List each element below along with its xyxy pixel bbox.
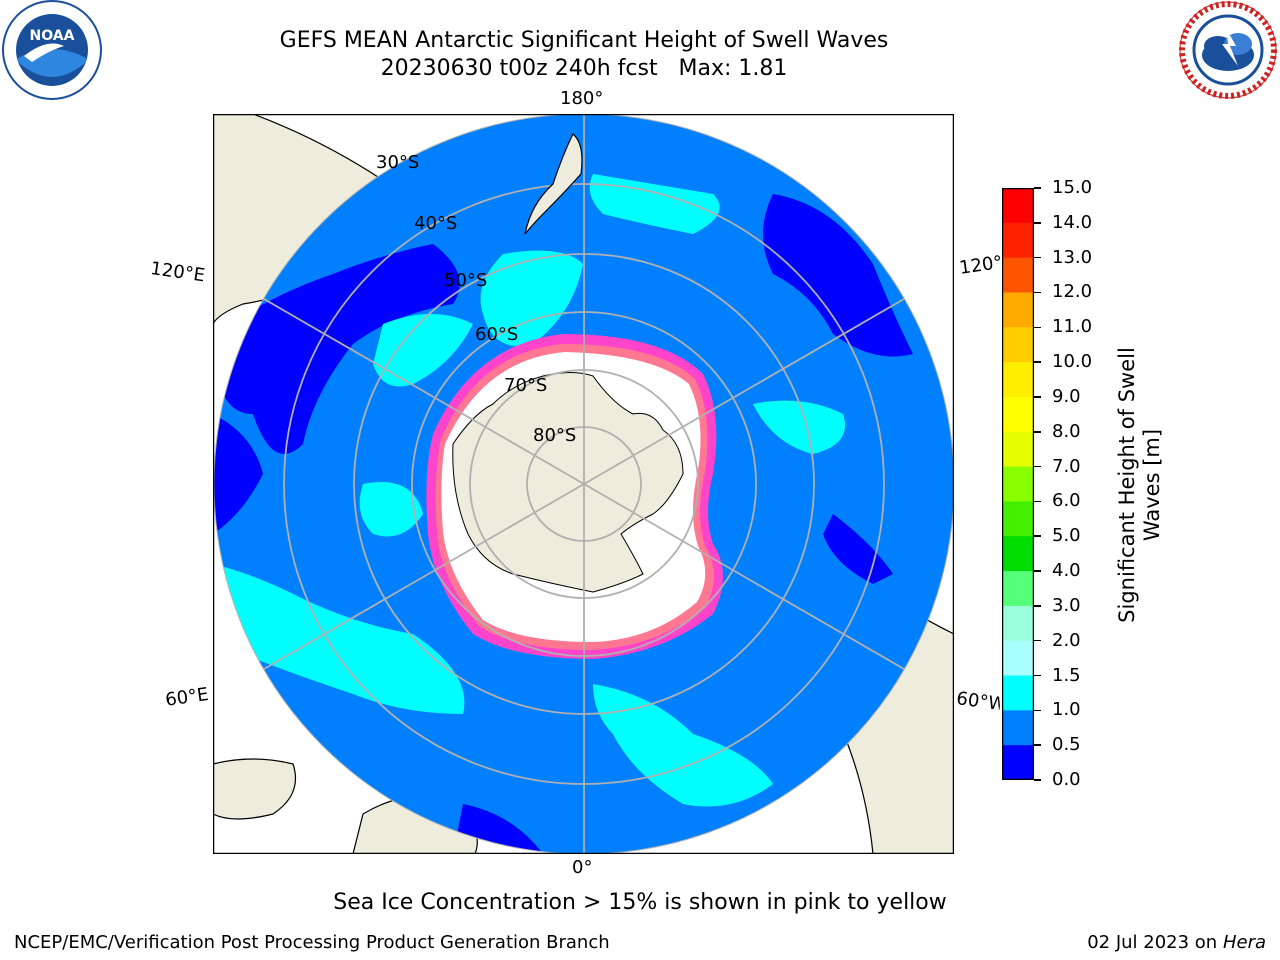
- colorbar-tick-label: 10.0: [1052, 351, 1093, 373]
- chart-title: GEFS MEAN Antarctic Significant Height o…: [279, 28, 889, 53]
- madagascar-land: [213, 758, 297, 820]
- colorbar-tick-label: 6.0: [1052, 490, 1081, 512]
- colorbar-tick-mark: [1034, 674, 1041, 677]
- colorbar-segment: [1002, 501, 1034, 537]
- colorbar-tick-label: 1.5: [1052, 664, 1081, 686]
- lat-label-70: 70°S: [504, 375, 548, 396]
- colorbar-segment: [1002, 710, 1034, 746]
- lon-label-upper-right: 120°W: [958, 251, 1005, 279]
- colorbar-segment: [1002, 431, 1034, 468]
- colorbar-tick-mark: [1034, 744, 1041, 746]
- lon-label-lower-right: 60°W: [955, 688, 1002, 715]
- colorbar-tick-mark: [1034, 361, 1041, 363]
- lat-label-30: 30°S: [376, 152, 420, 173]
- lon-label-top: 180°: [560, 88, 604, 109]
- colorbar-tick-mark: [1034, 500, 1041, 503]
- colorbar-segment: [1002, 571, 1034, 607]
- colorbar-tick-label: 4.0: [1052, 560, 1081, 582]
- colorbar-tick-mark: [1034, 639, 1041, 642]
- colorbar-border: [1002, 188, 1034, 780]
- colorbar-tick-mark: [1034, 222, 1041, 224]
- colorbar-tick-label: 9.0: [1052, 385, 1081, 407]
- sea-ice-note: Sea Ice Concentration > 15% is shown in …: [333, 890, 947, 915]
- colorbar-segment: [1002, 292, 1034, 328]
- colorbar-tick-label: 2.0: [1052, 629, 1081, 651]
- colorbar-tick-mark: [1034, 465, 1041, 468]
- colorbar-tick-mark: [1034, 291, 1041, 294]
- polar-map: [213, 114, 954, 854]
- colorbar-tick-label: 5.0: [1052, 525, 1081, 547]
- colorbar-segment: [1002, 396, 1034, 433]
- colorbar-tick-label: 8.0: [1052, 420, 1081, 442]
- colorbar-tick-mark: [1034, 431, 1041, 433]
- lat-label-60: 60°S: [475, 324, 519, 345]
- chart-subtitle: 20230630 t00z 240h fcst Max: 1.81: [380, 56, 788, 81]
- colorbar-tick-label: 13.0: [1052, 246, 1093, 268]
- colorbar-tick-mark: [1034, 605, 1041, 607]
- noaa-logo-text: NOAA: [30, 28, 75, 44]
- colorbar-segment: [1002, 640, 1034, 677]
- lon-label-upper-left: 120°E: [149, 258, 207, 287]
- noaa-logo: NOAA: [2, 0, 102, 100]
- colorbar: [1002, 188, 1034, 780]
- colorbar-segment: [1002, 362, 1034, 398]
- colorbar-segment: [1002, 466, 1034, 502]
- colorbar-tick-label: 12.0: [1052, 281, 1093, 303]
- colorbar-segment: [1002, 327, 1034, 363]
- footer-branch: NCEP/EMC/Verification Post Processing Pr…: [14, 932, 610, 953]
- colorbar-tick-label: 1.0: [1052, 699, 1081, 721]
- colorbar-tick-label: 3.0: [1052, 594, 1081, 616]
- colorbar-tick-label: 15.0: [1052, 177, 1093, 198]
- colorbar-tick-label: 11.0: [1052, 316, 1093, 338]
- map-border: [213, 114, 954, 854]
- colorbar-segment: [1002, 222, 1034, 259]
- colorbar-tick-mark: [1034, 187, 1041, 189]
- colorbar-tick-mark: [1034, 326, 1041, 329]
- colorbar-tick-label: 0.5: [1052, 734, 1081, 756]
- colorbar-tick-mark: [1034, 570, 1041, 572]
- footer-host: Hera: [1222, 932, 1266, 953]
- colorbar-tick-label: 7.0: [1052, 455, 1081, 477]
- colorbar-tick-mark: [1034, 396, 1041, 398]
- lon-label-bottom: 0°: [572, 857, 593, 878]
- lat-label-40: 40°S: [414, 213, 458, 234]
- colorbar-tick-mark: [1034, 535, 1041, 537]
- colorbar-tick-mark: [1034, 709, 1041, 712]
- colorbar-tick-label: 14.0: [1052, 211, 1093, 233]
- colorbar-tick-mark: [1034, 779, 1041, 781]
- lat-label-80: 80°S: [533, 425, 577, 446]
- lon-label-lower-left: 60°E: [164, 683, 210, 711]
- colorbar-tick-label: 0.0: [1052, 769, 1081, 790]
- footer-date: 02 Jul 2023 on Hera: [1087, 932, 1266, 953]
- colorbar-segment: [1002, 536, 1034, 572]
- colorbar-tick-mark: [1034, 256, 1041, 259]
- colorbar-segment: [1002, 675, 1034, 711]
- nws-logo: [1178, 0, 1278, 100]
- colorbar-segment: [1002, 745, 1034, 780]
- colorbar-segment: [1002, 257, 1034, 293]
- colorbar-segment: [1002, 605, 1034, 642]
- colorbar-segment: [1002, 188, 1034, 224]
- colorbar-label: Significant Height of Swell Waves [m]: [1115, 347, 1164, 623]
- footer-date-text: 02 Jul 2023 on: [1087, 932, 1223, 953]
- lat-label-50: 50°S: [444, 270, 488, 291]
- new-zealand-land: [524, 133, 583, 235]
